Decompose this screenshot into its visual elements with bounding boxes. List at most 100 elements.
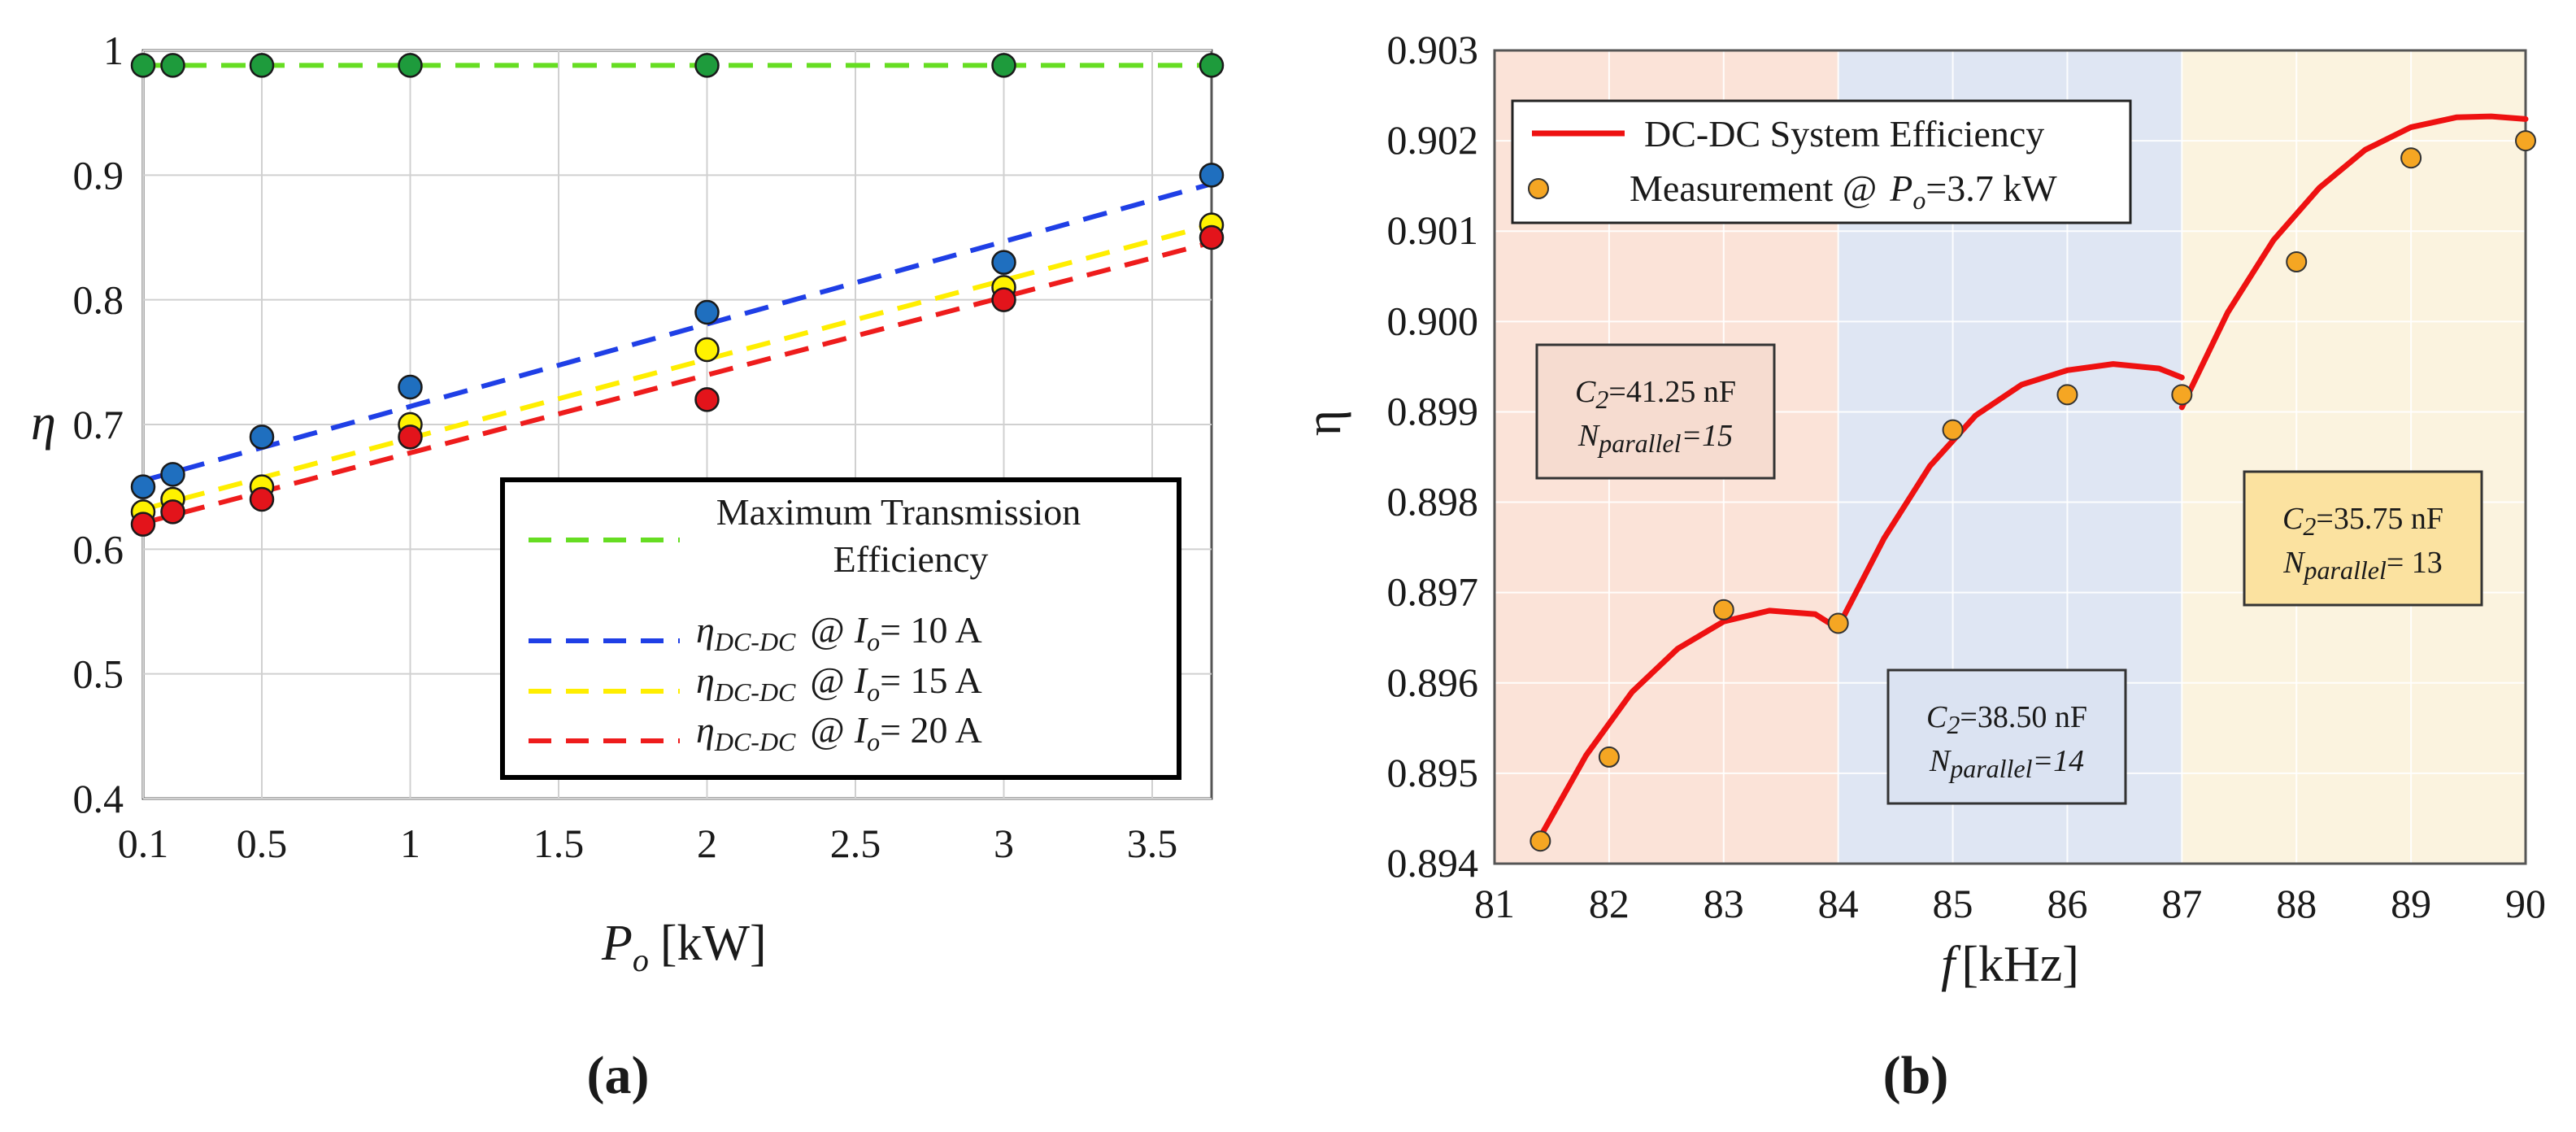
panel-b-measurement-point [2286,251,2308,272]
panel-a-point-series-1 [694,299,720,325]
panel-b-y-tick: 0.902 [1387,117,1479,163]
panel-a-x-var: P [601,916,633,971]
panel-a-x-tick: 3 [994,821,1014,866]
panel-a-point-series-0 [249,53,275,78]
panel-b-x-tick: 85 [1933,881,1973,926]
panel-b-measurement-point [1530,830,1551,852]
legend-swatch-measurement [1528,178,1549,199]
panel-a-legend: Maximum Transmission Efficiency ηDC-DC @ I… [500,477,1181,780]
panel-a-x-var-sub: o [633,942,649,978]
panel-a-y-tick: 0.5 [73,651,124,697]
annotation-box-13-frame [2243,470,2483,607]
panel-a-point-series-3 [991,287,1016,312]
panel-b-y-tick: 0.903 [1387,27,1479,72]
panel-b-plot-area [1493,49,2527,865]
panel-a-point-series-1 [130,474,156,499]
panel-b-x-tick: 89 [2391,881,2431,926]
panel-b-chart: 81 82 83 84 85 86 87 88 89 90 0.8940.8950.8960.89… [1296,27,2546,1105]
panel-a-x-tick-labels: 0.1 0.5 1 1.5 2 2.5 3 3.5 [118,821,1178,866]
panel-a-point-series-0 [694,53,720,78]
panel-b-measurement-point [1942,419,1964,441]
panel-a-fit-line-1 [142,181,1212,483]
panel-b-y-axis-label: η [1296,410,1351,436]
panel-a-point-series-3 [249,486,275,512]
annotation-box-15-parallel: Nparallel=15 [1577,419,1733,458]
panel-a-fit-line-3 [142,240,1212,526]
panel-a-point-series-0 [991,53,1016,78]
panel-b-x-tick: 83 [1704,881,1744,926]
panel-b-measurement-point [2056,384,2078,406]
panel-a-legend-box [500,477,1181,780]
legend-label-measurement: Measurement @ Po=3.7 kW [1630,168,2057,215]
panel-b-measurement-point [2400,147,2422,169]
panel-a-x-axis-label: Po [kW] [601,916,767,978]
panel-b-measurement-point [1598,746,1620,768]
annotation-box-15-capacitance: C2=41.25 nF [1575,375,1736,414]
panel-a-x-tick: 0.5 [237,821,288,866]
panel-a-point-series-3 [130,512,156,537]
legend-entry-15a: ηDC-DC @ Io= 15 A [529,660,982,707]
legend-label-15a: ηDC-DC @ Io= 15 A [696,660,982,707]
panel-a-y-tick: 0.7 [73,402,124,447]
panel-a-chart: 0.1 0.5 1 1.5 2 2.5 3 3.5 0.4 0.5 0.6 0.7 0.8 0.9 1 η… [31,28,1225,1105]
panel-b-y-tick: 0.896 [1387,660,1479,705]
panel-a-x-unit: [kW] [660,916,767,971]
annotation-box-14: C2=38.50 nF Nparallel=14 [1886,668,2127,805]
legend-entry-max-efficiency: Maximum Transmission Efficiency [529,491,1081,580]
annotation-box-13-parallel: Nparallel= 13 [2282,546,2443,585]
panel-a-point-series-3 [694,387,720,412]
panel-a-caption: (a) [587,1046,650,1105]
panel-b-curve-segment-1 [1835,361,2185,630]
panel-a-point-series-0 [160,53,185,78]
panel-b-x-tick: 81 [1474,881,1515,926]
panel-a-point-series-3 [160,499,185,525]
panel-a-x-tick: 1.5 [533,821,585,866]
panel-a-point-series-0 [130,53,156,78]
panel-a-y-tick: 0.4 [73,776,124,821]
panel-b-x-tick: 84 [1818,881,1859,926]
annotation-box-15: C2=41.25 nF Nparallel=15 [1535,343,1776,480]
panel-a-y-tick: 1 [103,28,124,73]
annotation-box-14-capacitance: C2=38.50 nF [1926,700,2087,739]
panel-b-y-tick: 0.897 [1387,569,1479,615]
legend-label-20a: ηDC-DC @ Io= 20 A [696,709,982,756]
panel-a-x-tick: 3.5 [1127,821,1178,866]
annotation-box-13-capacitance: C2=35.75 nF [2282,502,2443,541]
panel-a-y-tick-labels: 0.4 0.5 0.6 0.7 0.8 0.9 1 [73,28,124,821]
panel-b-x-tick-labels: 81 82 83 84 85 86 87 88 89 90 [1474,881,2546,926]
panel-b-y-tick: 0.900 [1387,298,1479,343]
panel-a-point-series-0 [398,53,423,78]
legend-label-10a: ηDC-DC @ Io= 10 A [696,609,982,656]
panel-b-x-tick: 86 [2047,881,2087,926]
panel-b-y-tick: 0.898 [1387,479,1479,525]
panel-a-fit-line-2 [142,222,1212,512]
panel-a-x-tick: 2 [697,821,717,866]
legend-label-efficiency-curve: DC-DC System Efficiency [1644,113,2044,155]
panel-b-x-tick: 82 [1589,881,1630,926]
panel-b-x-tick: 88 [2276,881,2317,926]
panel-a-point-series-2 [694,337,720,363]
panel-b-measurement-point [1827,612,1849,634]
panel-a-fit-lines [142,63,1212,526]
annotation-box-14-parallel: Nparallel=14 [1929,744,2084,783]
panel-b-curve-segment-2 [2178,113,2529,411]
panel-b-x-tick: 87 [2161,881,2202,926]
panel-b-y-tick: 0.901 [1387,207,1479,253]
panel-a-point-series-1 [991,250,1016,275]
panel-a-y-tick: 0.9 [73,152,124,198]
panel-b-efficiency-curve [1537,113,2529,840]
panel-b-curve-segment-0 [1537,607,1842,840]
legend-entry-10a: ηDC-DC @ Io= 10 A [529,609,982,656]
panel-a-point-series-0 [1199,53,1225,78]
annotation-box-15-frame [1535,343,1776,480]
panel-a-x-tick: 2.5 [830,821,881,866]
panel-b-measurement-point [2171,384,2193,406]
panel-b-x-tick: 90 [2505,881,2546,926]
panel-a-point-series-1 [249,424,275,450]
panel-b-caption: (b) [1883,1046,1949,1105]
panel-a-point-series-3 [1199,224,1225,250]
panel-b-measurement-point [2515,130,2536,152]
panel-a-y-tick: 0.6 [73,526,124,572]
panel-b-legend: DC-DC System Efficiency Measurement @ Po=… [1511,99,2132,224]
